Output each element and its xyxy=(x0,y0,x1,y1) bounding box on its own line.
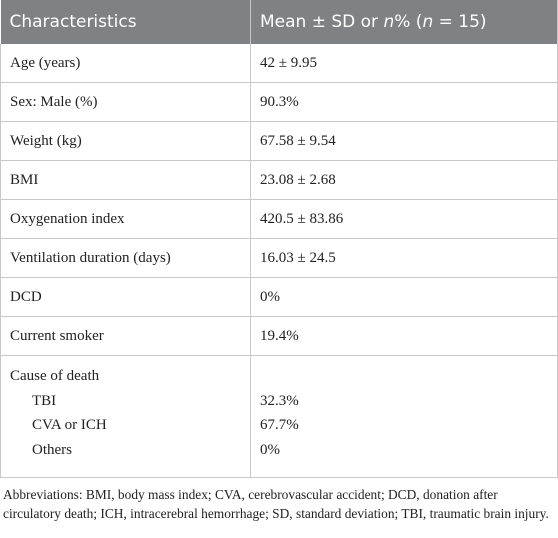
sub-label: Others xyxy=(32,441,72,458)
row: Sex: Male (%) 90.3% xyxy=(0,82,558,122)
cell: Weight (kg) xyxy=(0,121,251,161)
header-text: = 15) xyxy=(433,12,487,32)
header-text: Characteristics xyxy=(9,12,137,32)
sub-value: 32.3% xyxy=(260,392,299,409)
header-text: % ( xyxy=(394,12,423,32)
row: Oxygenation index 420.5 ± 83.86 xyxy=(0,199,558,239)
table-body: Age (years) 42 ± 9.95 Sex: Male (%) 90.3% We… xyxy=(0,44,558,478)
cell: 90.3% xyxy=(250,82,558,122)
row: Ventilation duration (days) 16.03 ± 24.5 xyxy=(0,238,558,278)
row: Age (years) 42 ± 9.95 xyxy=(0,44,558,83)
cell: 23.08 ± 2.68 xyxy=(250,160,558,200)
header-text: Mean ± SD or xyxy=(260,12,384,32)
header-cell: Mean ± SD or n% (n = 15) xyxy=(250,0,558,44)
header-text: n xyxy=(383,12,395,32)
sub-label: CVA or ICH xyxy=(32,417,107,433)
row: Weight (kg) 67.58 ± 9.54 xyxy=(0,121,558,161)
group-row: Cause of death TBI CVA or ICH Others 32.3% 6… xyxy=(0,355,558,478)
cell: Ventilation duration (days) xyxy=(0,238,251,278)
group-label: Cause of death xyxy=(10,368,100,384)
cell: BMI xyxy=(0,160,251,200)
sub-value: 0% xyxy=(260,441,280,458)
table: Characteristics Mean ± SD or n% (n = 15) … xyxy=(0,0,558,478)
group-cell: Cause of death TBI CVA or ICH Others xyxy=(0,355,251,478)
cell: 16.03 ± 24.5 xyxy=(250,238,558,278)
cell: 67.58 ± 9.54 xyxy=(250,121,558,161)
cell: DCD xyxy=(0,277,251,317)
cell: 19.4% xyxy=(250,316,558,356)
header-row: Characteristics Mean ± SD or n% (n = 15) xyxy=(0,0,558,44)
sub-label: TBI xyxy=(32,392,57,409)
group-spacer xyxy=(260,364,557,389)
cell: Age (years) xyxy=(0,44,251,83)
row: Current smoker 19.4% xyxy=(0,316,558,356)
header-cell: Characteristics xyxy=(0,0,251,44)
row: DCD 0% xyxy=(0,277,558,317)
cell: 420.5 ± 83.86 xyxy=(250,199,558,239)
cell: 42 ± 9.95 xyxy=(250,44,558,83)
cell: Current smoker xyxy=(0,316,251,356)
cell: Sex: Male (%) xyxy=(0,82,251,122)
cell: Oxygenation index xyxy=(0,199,251,239)
footnote: Abbreviations: BMI, body mass index; CVA… xyxy=(3,487,549,521)
sub-value: 67.7% xyxy=(260,417,299,433)
row: BMI 23.08 ± 2.68 xyxy=(0,160,558,200)
group-cell: 32.3% 67.7% 0% xyxy=(250,355,558,478)
header-text: n xyxy=(422,12,434,32)
cell: 0% xyxy=(250,277,558,317)
